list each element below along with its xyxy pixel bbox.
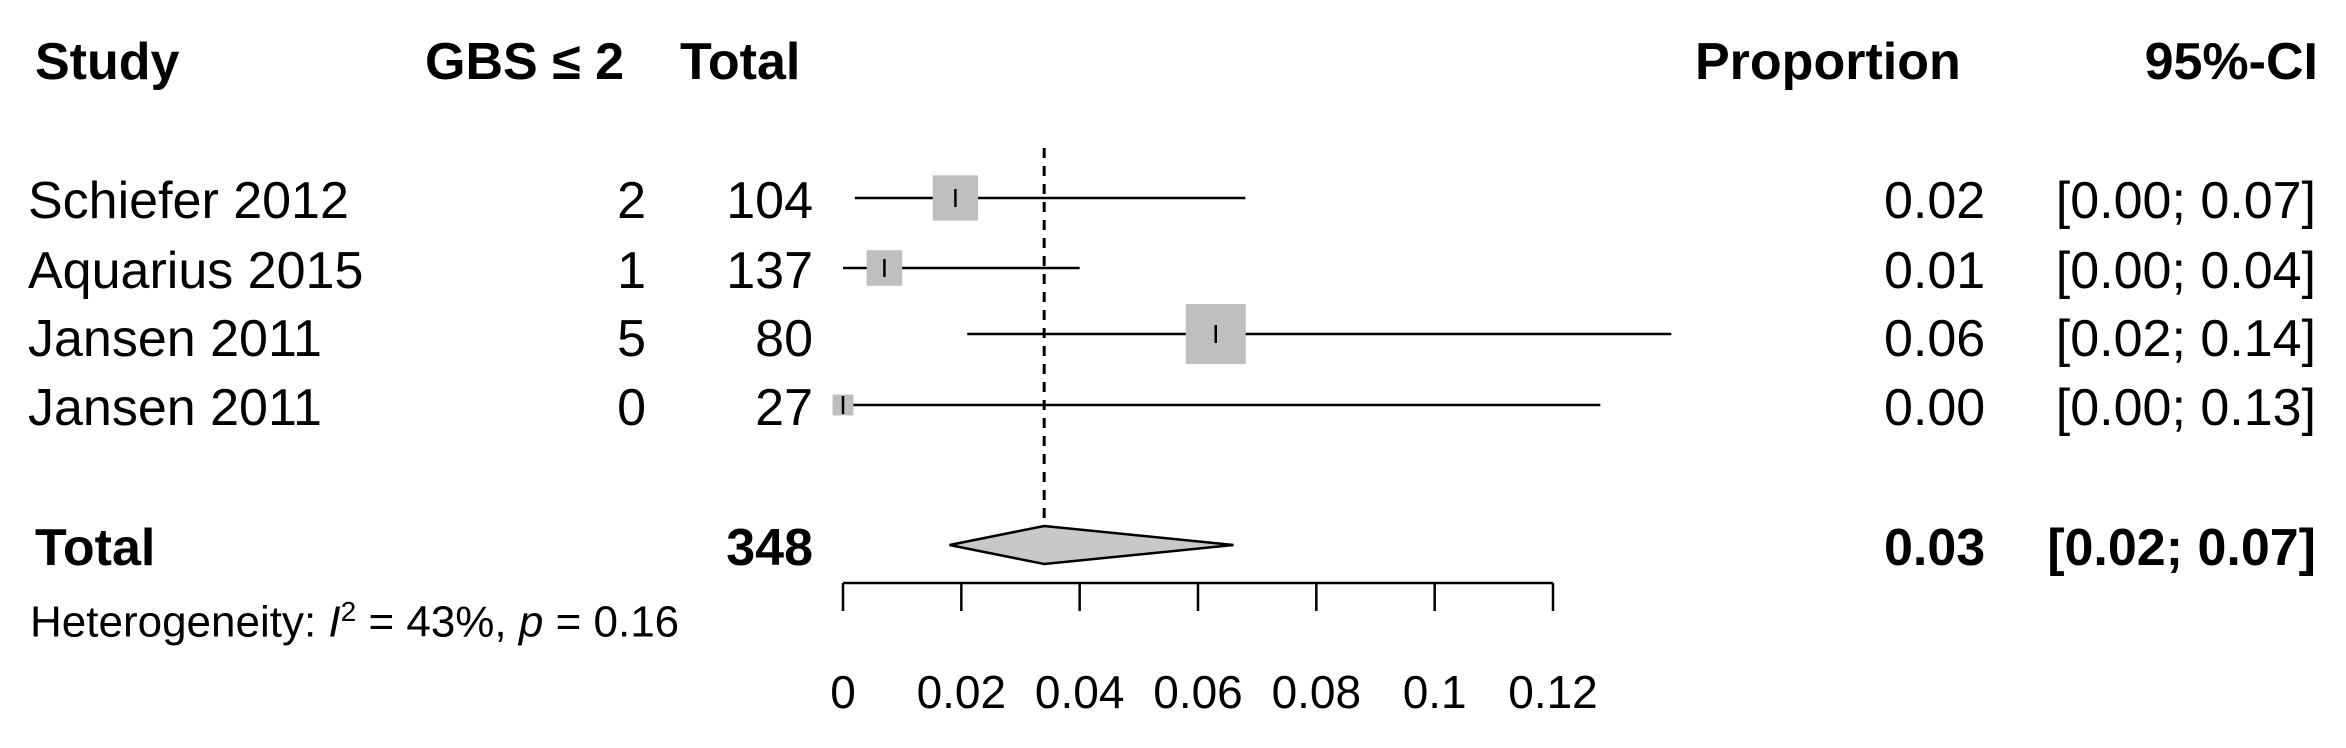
study-label: Schiefer 2012 — [28, 172, 349, 230]
study-ci: [0.00; 0.04] — [2055, 242, 2316, 300]
header-study: Study — [35, 33, 180, 91]
study-label: Aquarius 2015 — [28, 242, 364, 300]
study-events: 1 — [617, 242, 646, 300]
pooled-diamond — [949, 524, 1234, 566]
study-proportion: 0.00 — [1884, 379, 1986, 437]
study-events: 0 — [617, 379, 646, 437]
total-ci: [0.02; 0.07] — [2047, 519, 2316, 577]
study-proportion: 0.01 — [1884, 242, 1986, 300]
study-total: 104 — [726, 172, 813, 230]
study-label: Jansen 2011 — [28, 379, 322, 437]
x-tick-label: 0.02 — [917, 666, 1007, 718]
header-total: Total — [680, 33, 801, 91]
study-label: Jansen 2011 — [28, 310, 322, 368]
p-value: = 0.16 — [543, 597, 680, 647]
study-proportion: 0.02 — [1884, 172, 1986, 230]
study-total: 137 — [726, 242, 813, 300]
study-ci: [0.00; 0.07] — [2055, 172, 2316, 230]
study-proportion: 0.06 — [1884, 310, 1986, 368]
study-ci: [0.00; 0.13] — [2055, 379, 2316, 437]
total-label: Total — [35, 519, 156, 577]
x-tick-label: 0.12 — [1508, 666, 1598, 718]
x-tick-label: 0.06 — [1153, 666, 1243, 718]
study-events: 2 — [617, 172, 646, 230]
p-symbol: p — [518, 597, 544, 647]
total-proportion: 0.03 — [1884, 519, 1986, 577]
study-ci: [0.02; 0.14] — [2055, 310, 2316, 368]
study-events: 5 — [617, 310, 646, 368]
i-squared-sup: 2 — [340, 596, 357, 627]
x-tick-label: 0.04 — [1035, 666, 1125, 718]
x-tick-label: 0.08 — [1272, 666, 1362, 718]
header-proportion: Proportion — [1695, 33, 1961, 91]
header-ci: 95%-CI — [2144, 33, 2318, 91]
heterogeneity-text: Heterogeneity: I2 = 43%, p = 0.16 — [30, 598, 679, 645]
study-total: 27 — [755, 379, 813, 437]
x-tick-label: 0 — [830, 666, 856, 718]
heterogeneity-prefix: Heterogeneity: — [30, 597, 329, 647]
i-squared-value: = 43%, — [356, 597, 519, 647]
study-total: 80 — [755, 310, 813, 368]
header-events: GBS ≤ 2 — [425, 33, 625, 91]
x-tick-label: 0.1 — [1403, 666, 1467, 718]
i-squared-symbol: I — [328, 597, 341, 647]
total-n: 348 — [726, 519, 813, 577]
